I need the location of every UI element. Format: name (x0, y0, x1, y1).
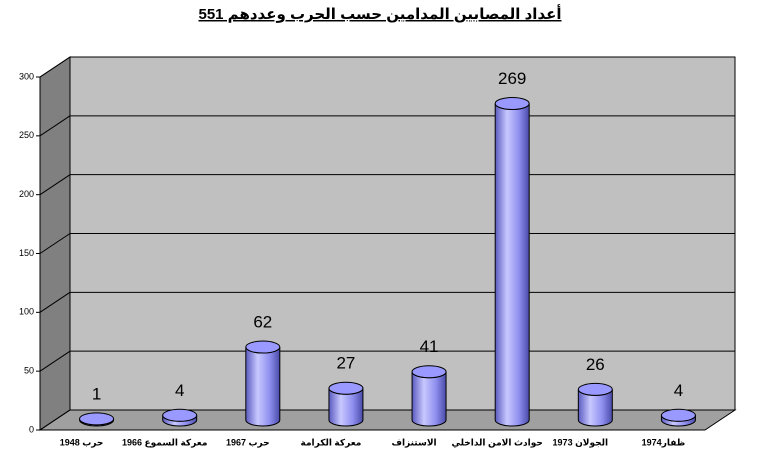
x-tick-label: حوادث الامن الداخلي (452, 437, 543, 448)
grid-line (39, 350, 71, 372)
x-tick-label: حرب 1948 (60, 437, 104, 448)
value-label: 4 (674, 381, 683, 400)
x-tick-label: الاستنزاف (392, 437, 437, 448)
y-tick-label: 150 (19, 248, 34, 258)
grid-line (39, 233, 71, 254)
bar-top (328, 381, 364, 395)
grid-line (39, 115, 71, 137)
value-label: 26 (586, 355, 605, 374)
grid-line (39, 291, 71, 313)
x-tick-label: حرب 1967 (226, 437, 270, 448)
y-tick-label: 300 (19, 71, 34, 81)
y-tick-label: 0 (29, 424, 34, 434)
value-label: 62 (253, 313, 272, 332)
x-tick-label: معركة السموع 1966 (122, 437, 207, 448)
y-tick-label: 200 (19, 189, 34, 199)
floor (38, 409, 737, 431)
chart-title: أعداد المصابين المدامين حسب الحرب وعددهم… (198, 4, 561, 23)
grid-line (39, 409, 71, 431)
x-tick-label: ظفار1974 (642, 437, 686, 448)
bar (411, 371, 447, 427)
bar-top (411, 365, 447, 379)
value-label: 41 (420, 337, 439, 356)
x-tick-label: معركة الكرامة (301, 437, 362, 448)
bar-top (245, 340, 281, 354)
bar-top (660, 408, 696, 422)
y-tick-label: 250 (19, 130, 34, 140)
y-tick-label: 100 (19, 307, 34, 317)
bar-top (577, 382, 613, 396)
bar-top (79, 412, 115, 426)
grid-line (39, 56, 71, 78)
y-tick-label: 50 (24, 366, 34, 376)
value-label: 4 (175, 381, 184, 400)
bar (494, 103, 530, 427)
bar (245, 346, 281, 427)
grid-line (39, 174, 71, 196)
value-label: 1 (92, 384, 101, 403)
x-tick-label: الجولان 1973 (553, 437, 609, 448)
value-label: 269 (498, 69, 526, 88)
value-label: 27 (336, 354, 355, 373)
bar-top (162, 408, 198, 422)
bar-top (494, 96, 530, 110)
